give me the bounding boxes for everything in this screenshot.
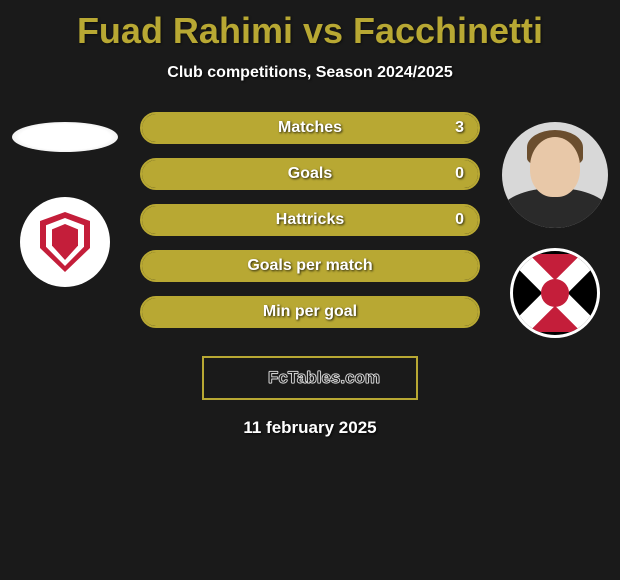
- comparison-card: Fuad Rahimi vs Facchinetti Club competit…: [0, 0, 620, 580]
- stat-value-right: 0: [455, 165, 464, 183]
- branding-text: FcTables.com: [268, 368, 380, 388]
- player-1-photo: [12, 122, 118, 152]
- shield-icon: [40, 212, 90, 272]
- chart-icon: [240, 369, 262, 387]
- player-2-photo: [502, 122, 608, 228]
- stat-value-right: 0: [455, 211, 464, 229]
- stat-label: Goals per match: [247, 257, 372, 275]
- stat-bar: Goals 0: [140, 158, 480, 190]
- page-title: Fuad Rahimi vs Facchinetti: [0, 0, 620, 52]
- content-row: Matches 3 Goals 0 Hattricks 0 Goals per match M…: [0, 112, 620, 338]
- stat-value-right: 3: [455, 119, 464, 137]
- subtitle: Club competitions, Season 2024/2025: [0, 64, 620, 82]
- date-label: 11 february 2025: [0, 418, 620, 438]
- right-column: [490, 112, 620, 338]
- stat-bar: Goals per match: [140, 250, 480, 282]
- stat-label: Hattricks: [276, 211, 344, 229]
- stats-column: Matches 3 Goals 0 Hattricks 0 Goals per match M…: [130, 112, 490, 328]
- stat-label: Goals: [288, 165, 332, 183]
- stat-bar: Matches 3: [140, 112, 480, 144]
- stat-bar: Hattricks 0: [140, 204, 480, 236]
- club-2-logo: [510, 248, 600, 338]
- stat-label: Min per goal: [263, 303, 357, 321]
- stat-bar: Min per goal: [140, 296, 480, 328]
- left-column: [0, 112, 130, 287]
- branding-badge: FcTables.com: [202, 356, 418, 400]
- club-1-logo: [20, 197, 110, 287]
- stat-label: Matches: [278, 119, 342, 137]
